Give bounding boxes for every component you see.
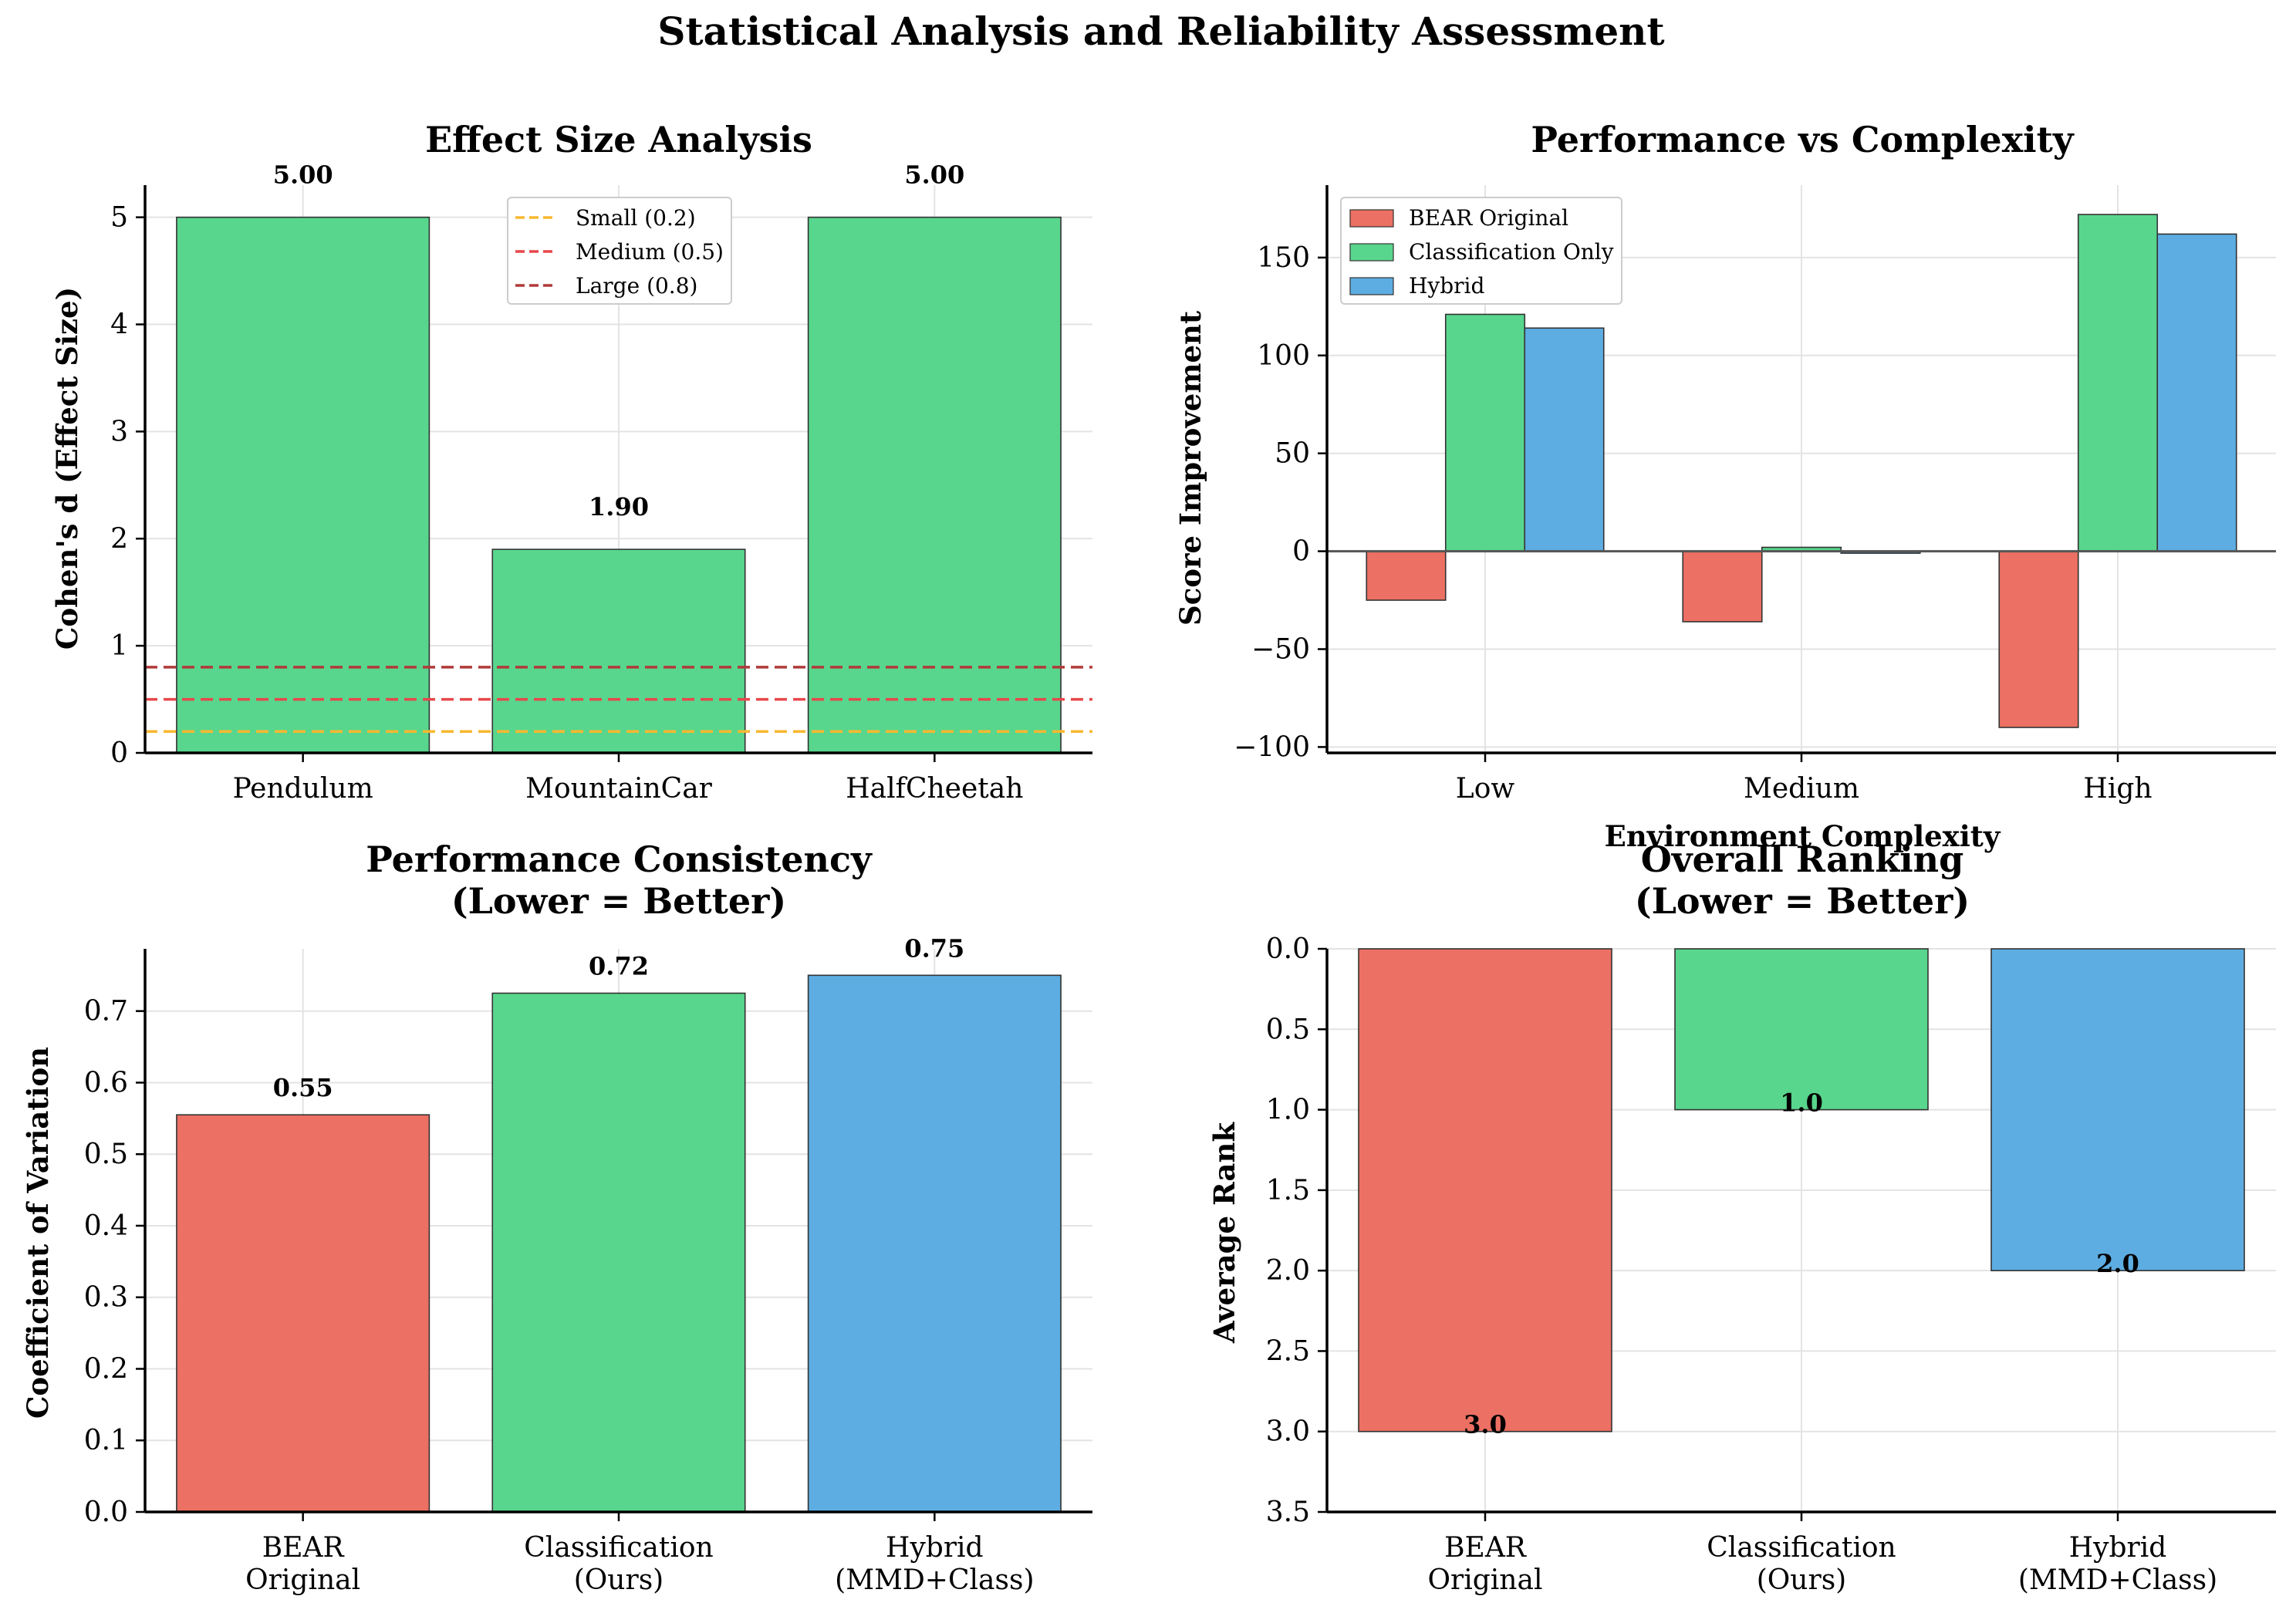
complexity-bar (1682, 550, 1763, 623)
complexity-ytick-label: 0 (1292, 536, 1310, 568)
complexity-ylabel: Score Improvement (1173, 311, 1207, 626)
legend-entry: Classification Only (1409, 239, 1614, 265)
complexity-ytick-label: 100 (1257, 340, 1310, 372)
effect-size-value-label: 1.90 (589, 492, 649, 521)
complexity-bar (1444, 313, 1526, 552)
ranking-xtick-label: BEAR (1444, 1532, 1527, 1564)
consistency-xtick-label: Classification (524, 1532, 713, 1564)
complexity-bar (1366, 550, 1447, 601)
complexity-ytick-label: −100 (1234, 731, 1310, 763)
ranking-ylabel: Average Rank (1207, 1122, 1241, 1344)
ranking-ytick-label: 2.5 (1266, 1335, 1310, 1367)
ranking-panel: Overall Ranking (Lower = Better) Average… (1207, 839, 2276, 1596)
ranking-xtick-label: (Ours) (1757, 1564, 1846, 1596)
complexity-title: Performance vs Complexity (1531, 119, 2074, 160)
legend-entry: Hybrid (1409, 273, 1485, 299)
consistency-bar (176, 1114, 430, 1513)
consistency-xtick-label: BEAR (262, 1532, 345, 1564)
complexity-ytick-label: −50 (1251, 633, 1310, 665)
ranking-bar (1990, 948, 2245, 1271)
effect-size-bar (176, 216, 430, 754)
consistency-ytick-label: 0.5 (84, 1139, 128, 1170)
consistency-ylabel: Coefficient of Variation (21, 1047, 55, 1419)
ranking-value-label: 1.0 (1780, 1088, 1823, 1118)
effect-size-value-label: 5.00 (273, 160, 333, 190)
ranking-ytick-label: 1.0 (1266, 1095, 1310, 1126)
complexity-xtick-label: Low (1456, 773, 1515, 805)
effect-size-ytick-label: 2 (110, 523, 128, 555)
ranking-xtick-label: Classification (1707, 1532, 1896, 1564)
effect-size-xtick-label: Pendulum (233, 773, 373, 805)
consistency-panel: Performance Consistency (Lower = Better)… (21, 839, 1092, 1596)
figure-title: Statistical Analysis and Reliability Ass… (657, 8, 1664, 54)
consistency-value-label: 0.72 (589, 952, 649, 981)
complexity-ytick-label: 50 (1275, 438, 1310, 470)
effect-size-legend (507, 197, 732, 305)
ranking-title-line1: Overall Ranking (1641, 839, 1964, 880)
effect-size-ytick-label: 4 (110, 309, 128, 341)
complexity-bar (2077, 214, 2159, 552)
effect-size-xtick-label: MountainCar (525, 773, 713, 805)
consistency-bar (807, 974, 1062, 1513)
complexity-xtick-label: Medium (1744, 773, 1859, 805)
complexity-panel: Performance vs Complexity Score Improvem… (1173, 119, 2276, 853)
effect-size-bar (491, 548, 746, 754)
ranking-ytick-label: 2.0 (1266, 1255, 1310, 1287)
ranking-title-line2: (Lower = Better) (1635, 880, 1970, 922)
effect-size-title: Effect Size Analysis (425, 119, 812, 160)
consistency-title-line2: (Lower = Better) (451, 880, 786, 922)
ranking-ytick-label: 3.0 (1266, 1416, 1310, 1448)
ranking-ytick-label: 0.0 (1266, 933, 1310, 965)
effect-size-ytick-label: 1 (110, 630, 128, 662)
ranking-xtick-label: (MMD+Class) (2018, 1564, 2217, 1596)
ranking-bar (1358, 948, 1612, 1432)
consistency-ytick-label: 0.4 (84, 1210, 128, 1242)
complexity-xtick-label: High (2083, 773, 2152, 805)
complexity-ytick-label: 150 (1257, 242, 1310, 274)
effect-size-ytick-label: 0 (110, 737, 128, 769)
ranking-ytick-label: 3.5 (1266, 1497, 1310, 1528)
ranking-ytick-label: 0.5 (1266, 1014, 1310, 1045)
consistency-ytick-label: 0.6 (84, 1067, 128, 1098)
legend-entry: Small (0.2) (576, 205, 696, 231)
consistency-xtick-label: Original (245, 1564, 360, 1596)
ranking-value-label: 3.0 (1464, 1410, 1507, 1439)
complexity-legend (1340, 197, 1622, 305)
legend-color-swatch (1349, 209, 1394, 228)
ranking-value-label: 2.0 (2096, 1249, 2139, 1278)
consistency-xtick-label: (Ours) (574, 1564, 663, 1596)
ranking-xtick-label: Hybrid (2069, 1532, 2167, 1564)
effect-size-bar (807, 216, 1062, 754)
consistency-ytick-label: 0.7 (84, 996, 128, 1028)
effect-size-ytick-label: 5 (110, 202, 128, 234)
consistency-bar (491, 992, 746, 1513)
consistency-ytick-label: 0.1 (84, 1425, 128, 1456)
complexity-xlabel: Environment Complexity (1605, 819, 2001, 853)
effect-size-ylabel: Cohen's d (Effect Size) (50, 287, 84, 650)
consistency-value-label: 0.55 (273, 1073, 333, 1102)
effect-size-xtick-label: HalfCheetah (846, 773, 1023, 805)
legend-entry: Large (0.8) (576, 273, 697, 299)
complexity-bar (2156, 233, 2237, 552)
legend-entry: Medium (0.5) (576, 239, 724, 265)
consistency-title-line1: Performance Consistency (366, 839, 873, 880)
ranking-bar (1674, 948, 1929, 1111)
consistency-value-label: 0.75 (904, 933, 964, 963)
consistency-ytick-label: 0.3 (84, 1282, 128, 1314)
legend-color-swatch (1349, 277, 1394, 295)
ranking-ytick-label: 1.5 (1266, 1175, 1310, 1206)
complexity-bar (1524, 327, 1605, 552)
legend-entry: BEAR Original (1409, 205, 1568, 231)
effect-size-panel: Effect Size Analysis Cohen's d (Effect S… (50, 119, 1092, 805)
legend-color-swatch (1349, 243, 1394, 262)
effect-size-value-label: 5.00 (904, 160, 964, 190)
consistency-ytick-label: 0.0 (84, 1497, 128, 1528)
consistency-ytick-label: 0.2 (84, 1353, 128, 1385)
consistency-xtick-label: (MMD+Class) (835, 1564, 1034, 1596)
ranking-xtick-label: Original (1428, 1564, 1543, 1596)
effect-size-ytick-label: 3 (110, 416, 128, 447)
consistency-xtick-label: Hybrid (886, 1532, 984, 1564)
complexity-bar (1998, 550, 2079, 728)
